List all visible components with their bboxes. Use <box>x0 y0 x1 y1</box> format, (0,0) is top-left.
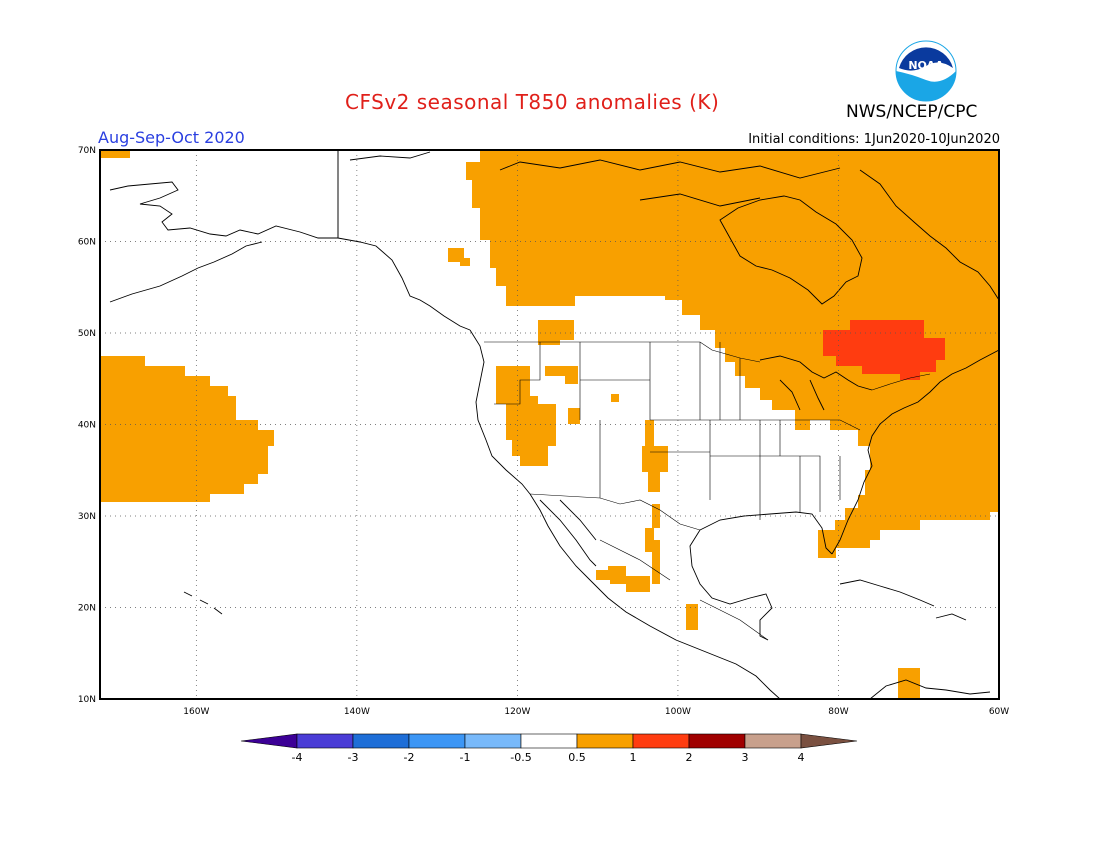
coast-aleutians <box>109 241 263 303</box>
coast-arctic-islands <box>499 159 841 207</box>
anomaly-mexico-west <box>596 566 650 592</box>
colorbar-label: -3 <box>348 751 359 764</box>
colorbar-swatch <box>296 733 354 749</box>
latitude-label: 70N <box>78 146 96 156</box>
colorbar-label: 1 <box>630 751 637 764</box>
anomaly-new-mexico <box>642 420 668 492</box>
longitude-labels: 160W 140W 120W 100W 80W 60W <box>183 707 1009 717</box>
anomaly-north-pacific <box>100 356 274 502</box>
colorbar-min-arrow <box>240 733 298 749</box>
longitude-label: 120W <box>504 707 530 717</box>
mexico-lines <box>599 539 769 641</box>
colorbar-swatch <box>352 733 410 749</box>
anomaly-florida <box>818 530 836 558</box>
longitude-label: 160W <box>183 707 209 717</box>
longitude-label: 100W <box>665 707 691 717</box>
coast-alaska <box>109 181 471 331</box>
longitude-label: 140W <box>344 707 370 717</box>
coast-hispaniola <box>935 613 967 621</box>
season-label: Aug-Sep-Oct 2020 <box>98 128 245 147</box>
noaa-logo-icon: NOAA <box>895 40 957 102</box>
colorbar-label: -2 <box>404 751 415 764</box>
anomaly-mexico-strand <box>645 504 660 584</box>
latitude-label: 10N <box>78 695 96 705</box>
coast-hudson-bay <box>719 195 863 305</box>
anomaly-quebec-red <box>823 320 945 380</box>
latitude-label: 50N <box>78 329 96 339</box>
latitude-label: 60N <box>78 238 96 248</box>
initial-conditions-label: Initial conditions: 1Jun2020-10Jun2020 <box>748 132 1000 147</box>
anomaly-northwest-us <box>538 320 574 345</box>
colorbar-swatch <box>744 733 802 749</box>
coast-west-us <box>469 329 531 495</box>
great-lakes <box>759 355 873 411</box>
logo-text: NOAA <box>908 59 944 72</box>
anomaly-idaho-patch <box>545 366 578 384</box>
coast-mexico-pacific <box>529 493 781 699</box>
anomaly-caribbean <box>898 668 920 699</box>
agency-label: NWS/NCEP/CPC <box>846 102 978 122</box>
colorbar-label: 2 <box>686 751 693 764</box>
colorbar-max-arrow <box>800 733 858 749</box>
border-us-canada <box>484 341 931 391</box>
chart-title: CFSv2 seasonal T850 anomalies (K) <box>345 90 720 114</box>
coast-hawaii <box>183 591 223 615</box>
map-frame <box>99 149 1000 700</box>
state-lines <box>494 342 861 520</box>
colorbar-label: 4 <box>798 751 805 764</box>
anomaly-map: 10N 20N 30N 40N 50N 60N 70N 160W 140W 120W 100W 80… <box>78 146 1009 717</box>
coast-cuba <box>839 579 935 607</box>
coast-baja <box>539 499 597 567</box>
coast-labrador <box>859 169 999 301</box>
coast-east-us <box>831 349 999 555</box>
colorbar-swatch <box>632 733 690 749</box>
latitude-labels: 10N 20N 30N 40N 50N 60N 70N <box>78 146 96 705</box>
colorbar-swatch <box>576 733 634 749</box>
longitude-label: 80W <box>828 707 848 717</box>
coast-gulf <box>689 511 833 641</box>
anomaly-mexico-dot <box>686 604 698 630</box>
colorbar: -4 -3 -2 -1 -0.5 0.5 1 2 3 4 <box>240 733 858 764</box>
latitude-label: 20N <box>78 604 96 614</box>
anomaly-patch-2 <box>460 258 470 266</box>
political-boundaries <box>337 150 931 641</box>
colorbar-label: 3 <box>742 751 749 764</box>
coast-south-america <box>869 679 991 699</box>
colorbar-swatch <box>408 733 466 749</box>
colorbar-swatch <box>520 733 578 749</box>
colorbar-swatch <box>464 733 522 749</box>
anomaly-shading <box>100 150 999 699</box>
anomaly-canada-eastern-us <box>466 150 999 548</box>
colorbar-label: 0.5 <box>568 751 586 764</box>
colorbar-label: -0.5 <box>510 751 531 764</box>
anomaly-western-us <box>496 366 556 466</box>
colorbar-label: -1 <box>460 751 471 764</box>
latitude-label: 30N <box>78 512 96 522</box>
colorbar-swatch <box>688 733 746 749</box>
anomaly-arctic-corner <box>100 150 130 158</box>
longitude-label: 60W <box>989 707 1009 717</box>
anomaly-utah-patch <box>568 408 580 424</box>
latitude-label: 40N <box>78 421 96 431</box>
anomaly-colorado-dot <box>611 394 619 402</box>
colorbar-label: -4 <box>292 751 303 764</box>
